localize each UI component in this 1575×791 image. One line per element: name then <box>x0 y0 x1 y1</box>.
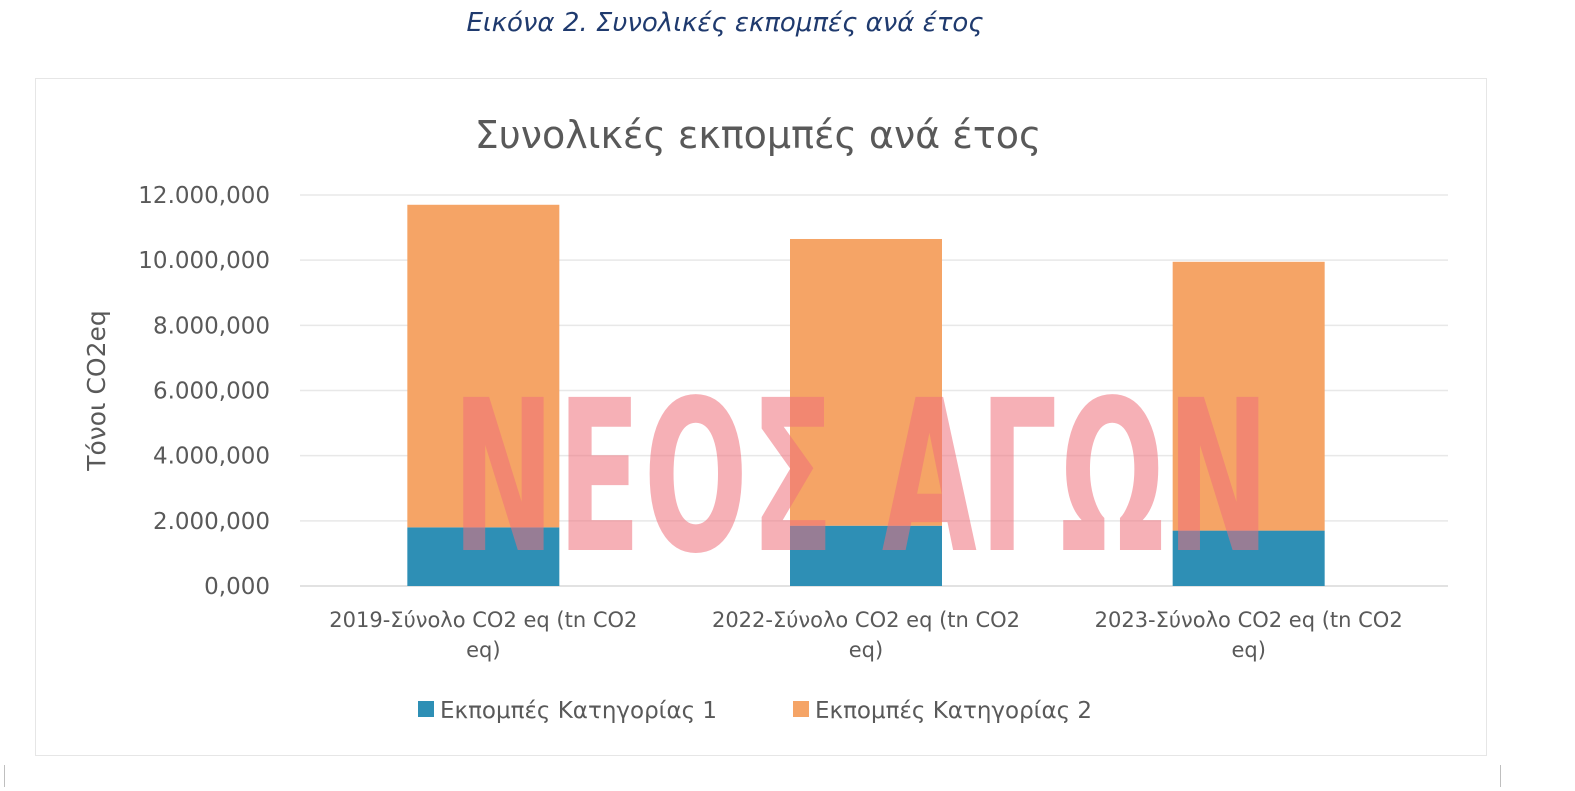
bar-series1-1 <box>407 527 560 586</box>
x-category-label: eq) <box>849 638 883 662</box>
page-edge-mark-right <box>1500 765 1501 787</box>
legend-label-1: Εκπομπές Κατηγορίας 1 <box>440 698 717 724</box>
y-tick-label: 6.000,000 <box>153 379 270 405</box>
legend-swatch-1 <box>418 701 434 717</box>
chart-title: Συνολικές εκπομπές ανά έτος <box>475 113 1042 157</box>
x-category-label: 2019-Σύνολο CO2 eq (tn CO2 <box>329 608 637 632</box>
y-tick-label: 10.000,000 <box>138 248 270 274</box>
x-category-label: eq) <box>1231 638 1265 662</box>
y-tick-label: 2.000,000 <box>153 509 270 535</box>
page-edge-mark-left <box>4 765 5 787</box>
bar-series1-3 <box>1172 530 1325 586</box>
legend-swatch-2 <box>793 701 809 717</box>
y-axis-title: Τόνοι CO2eq <box>82 310 111 472</box>
figure-caption: Εικόνα 2. Συνολικές εκπομπές ανά έτος <box>466 8 984 38</box>
y-tick-label: 8.000,000 <box>153 313 270 339</box>
x-category-label: 2022-Σύνολο CO2 eq (tn CO2 <box>712 608 1020 632</box>
category-labels: 2019-Σύνολο CO2 eq (tn CO2 eq) 2022-Σύνολο… <box>329 608 1402 662</box>
x-category-label: 2023-Σύνολο CO2 eq (tn CO2 <box>1095 608 1403 632</box>
bars <box>407 204 1325 586</box>
y-tick-label: 0,000 <box>204 574 270 600</box>
bar-series2-3 <box>1172 261 1325 531</box>
bar-series2-1 <box>407 204 560 528</box>
watermark-text: ΝΕΟΣ ΑΓΩΝ <box>452 355 1272 600</box>
legend: Εκπομπές Κατηγορίας 1 Εκπομπές Κατηγορίας… <box>418 698 1092 724</box>
x-category-label: eq) <box>466 638 500 662</box>
watermark: ΝΕΟΣ ΑΓΩΝ <box>452 355 1272 600</box>
bar-series1-2 <box>790 525 942 586</box>
legend-label-2: Εκπομπές Κατηγορίας 2 <box>815 698 1092 724</box>
y-tick-labels: 0,000 2.000,000 4.000,000 6.000,000 8.000,00… <box>138 183 270 600</box>
y-tick-label: 12.000,000 <box>138 183 270 209</box>
bar-series2-2 <box>790 238 942 526</box>
y-tick-label: 4.000,000 <box>153 444 270 470</box>
